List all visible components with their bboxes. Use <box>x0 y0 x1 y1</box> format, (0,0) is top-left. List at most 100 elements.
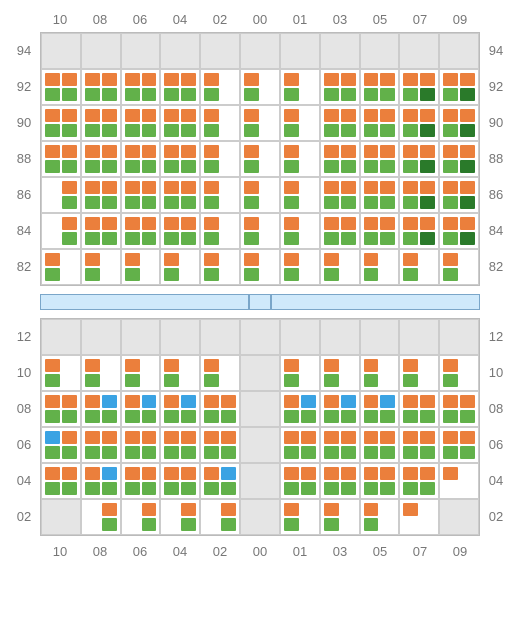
node[interactable] <box>142 431 157 444</box>
rack-cell[interactable] <box>121 319 161 355</box>
node[interactable] <box>85 160 100 173</box>
node[interactable] <box>380 181 395 194</box>
rack-cell[interactable] <box>200 69 240 105</box>
node[interactable] <box>142 253 157 266</box>
node[interactable] <box>164 518 179 531</box>
node[interactable] <box>380 518 395 531</box>
node[interactable] <box>181 253 196 266</box>
node[interactable] <box>204 181 219 194</box>
rack-cell[interactable] <box>240 463 280 499</box>
node[interactable] <box>125 109 140 122</box>
node[interactable] <box>164 359 179 372</box>
node[interactable] <box>181 395 196 408</box>
rack-cell[interactable] <box>41 427 81 463</box>
node[interactable] <box>420 196 435 209</box>
rack-cell[interactable] <box>81 391 121 427</box>
node[interactable] <box>221 253 236 266</box>
rack-cell[interactable] <box>81 177 121 213</box>
node[interactable] <box>460 467 475 480</box>
node[interactable] <box>102 145 117 158</box>
node[interactable] <box>403 482 418 495</box>
node[interactable] <box>142 124 157 137</box>
node[interactable] <box>341 181 356 194</box>
node[interactable] <box>164 196 179 209</box>
rack-cell[interactable] <box>41 105 81 141</box>
node[interactable] <box>420 395 435 408</box>
node[interactable] <box>62 109 77 122</box>
node[interactable] <box>324 160 339 173</box>
node[interactable] <box>460 446 475 459</box>
node[interactable] <box>261 109 276 122</box>
node[interactable] <box>460 410 475 423</box>
rack-cell[interactable] <box>320 105 360 141</box>
node[interactable] <box>364 145 379 158</box>
node[interactable] <box>403 268 418 281</box>
node[interactable] <box>62 359 77 372</box>
rack-cell[interactable] <box>320 33 360 69</box>
node[interactable] <box>403 88 418 101</box>
rack-cell[interactable] <box>121 463 161 499</box>
node[interactable] <box>221 467 236 480</box>
node[interactable] <box>102 109 117 122</box>
rack-cell[interactable] <box>160 391 200 427</box>
rack-cell[interactable] <box>41 69 81 105</box>
node[interactable] <box>164 160 179 173</box>
rack-cell[interactable] <box>360 213 400 249</box>
node[interactable] <box>45 395 60 408</box>
node[interactable] <box>380 232 395 245</box>
node[interactable] <box>142 268 157 281</box>
node[interactable] <box>341 160 356 173</box>
node[interactable] <box>341 395 356 408</box>
rack-cell[interactable] <box>240 427 280 463</box>
node[interactable] <box>164 395 179 408</box>
node[interactable] <box>204 431 219 444</box>
node[interactable] <box>341 73 356 86</box>
node[interactable] <box>284 518 299 531</box>
node[interactable] <box>85 482 100 495</box>
node[interactable] <box>85 518 100 531</box>
node[interactable] <box>324 73 339 86</box>
rack-cell[interactable] <box>360 355 400 391</box>
node[interactable] <box>221 109 236 122</box>
rack-cell[interactable] <box>360 463 400 499</box>
node[interactable] <box>164 73 179 86</box>
rack-cell[interactable] <box>121 105 161 141</box>
rack-cell[interactable] <box>41 213 81 249</box>
node[interactable] <box>221 395 236 408</box>
node[interactable] <box>364 268 379 281</box>
rack-cell[interactable] <box>360 499 400 535</box>
node[interactable] <box>364 359 379 372</box>
node[interactable] <box>181 268 196 281</box>
node[interactable] <box>301 410 316 423</box>
rack-cell[interactable] <box>439 319 479 355</box>
node[interactable] <box>380 268 395 281</box>
rack-cell[interactable] <box>160 499 200 535</box>
node[interactable] <box>85 73 100 86</box>
rack-cell[interactable] <box>439 69 479 105</box>
node[interactable] <box>125 467 140 480</box>
node[interactable] <box>62 446 77 459</box>
node[interactable] <box>102 73 117 86</box>
node[interactable] <box>284 446 299 459</box>
rack-cell[interactable] <box>439 141 479 177</box>
rack-cell[interactable] <box>81 213 121 249</box>
rack-cell[interactable] <box>240 319 280 355</box>
node[interactable] <box>403 196 418 209</box>
node[interactable] <box>204 88 219 101</box>
node[interactable] <box>460 431 475 444</box>
node[interactable] <box>284 217 299 230</box>
node[interactable] <box>341 503 356 516</box>
node[interactable] <box>62 410 77 423</box>
rack-cell[interactable] <box>320 319 360 355</box>
node[interactable] <box>244 217 259 230</box>
node[interactable] <box>142 196 157 209</box>
node[interactable] <box>45 253 60 266</box>
rack-cell[interactable] <box>240 33 280 69</box>
node[interactable] <box>142 410 157 423</box>
rack-cell[interactable] <box>399 141 439 177</box>
node[interactable] <box>284 503 299 516</box>
node[interactable] <box>301 160 316 173</box>
node[interactable] <box>261 196 276 209</box>
rack-cell[interactable] <box>399 177 439 213</box>
node[interactable] <box>403 374 418 387</box>
